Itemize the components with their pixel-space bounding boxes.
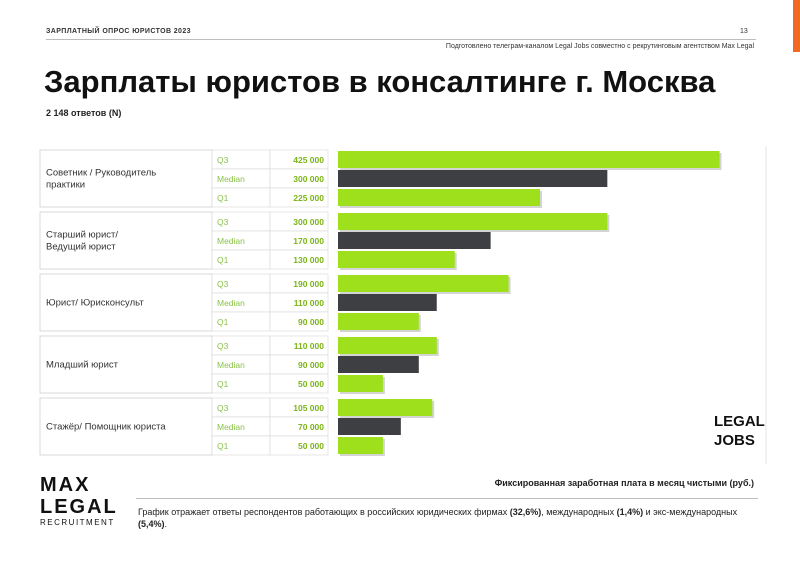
- stat-label: Q3: [217, 403, 229, 413]
- footnote: График отражает ответы респондентов рабо…: [138, 506, 758, 530]
- footnote-pct-russian: (32,6%): [509, 507, 542, 517]
- value-label: 425 000: [293, 155, 324, 165]
- bar-median: [338, 356, 419, 373]
- x-axis-caption: Фиксированная заработная плата в месяц ч…: [494, 478, 754, 488]
- value-label: 110 000: [294, 298, 325, 308]
- group-label-text: Старший юрист/: [46, 230, 118, 241]
- stat-label: Q3: [217, 341, 229, 351]
- bar-q1: [338, 313, 419, 330]
- responses-count: 2 148 ответов (N): [46, 108, 122, 118]
- page-number: 13: [740, 28, 748, 35]
- survey-label: ЗАРПЛАТНЫЙ ОПРОС ЮРИСТОВ 2023: [46, 28, 191, 35]
- footnote-text-a: График отражает ответы респондентов рабо…: [138, 507, 510, 517]
- stat-label: Q1: [217, 255, 229, 265]
- value-label: 300 000: [293, 174, 324, 184]
- legal-jobs-logo-line2: JOBS: [714, 432, 755, 449]
- group-label-box: [39, 397, 213, 456]
- footnote-pct-international: (1,4%): [616, 507, 644, 517]
- value-label: 90 000: [298, 317, 324, 327]
- max-legal-logo-max: MAX: [40, 474, 91, 496]
- group-label-box: [39, 211, 213, 270]
- bar-q3: [338, 275, 509, 292]
- max-legal-logo-legal: LEGAL: [40, 496, 118, 518]
- value-cell: [269, 435, 329, 456]
- group-label-box: [39, 273, 213, 332]
- bar-q1: [338, 375, 383, 392]
- stat-label: Q3: [217, 217, 229, 227]
- stat-label: Median: [217, 422, 245, 432]
- group-label-text: Стажёр/ Помощник юриста: [46, 422, 166, 433]
- stat-label: Q1: [217, 317, 229, 327]
- legal-jobs-logo-line1: LEGAL: [714, 413, 765, 430]
- value-label: 50 000: [298, 379, 324, 389]
- footnote-text-d: .: [164, 519, 168, 529]
- top-divider: [46, 39, 756, 40]
- stat-label: Q1: [217, 193, 229, 203]
- bar-q1: [338, 251, 455, 268]
- group-label-text: Младший юрист: [46, 360, 119, 371]
- stat-label: Q3: [217, 279, 229, 289]
- value-label: 170 000: [293, 236, 324, 246]
- stat-label: Median: [217, 360, 245, 370]
- bar-median: [338, 170, 608, 187]
- bar-q1: [338, 189, 540, 206]
- page-title: Зарплаты юристов в консалтинге г. Москва: [44, 64, 716, 99]
- group-label-text: практики: [46, 180, 85, 191]
- footnote-pct-ex-international: (5,4%): [138, 519, 165, 529]
- bar-q3: [338, 337, 437, 354]
- value-label: 190 000: [293, 279, 324, 289]
- value-label: 225 000: [293, 193, 324, 203]
- group-label-box: [39, 149, 213, 208]
- group-label-text: Советник / Руководитель: [46, 168, 156, 179]
- value-cell: [269, 187, 329, 208]
- value-label: 300 000: [293, 217, 324, 227]
- value-label: 130 000: [293, 255, 324, 265]
- bar-q1: [338, 437, 383, 454]
- group-label-box: [39, 335, 213, 394]
- group-label-text: Юрист/ Юрисконсульт: [46, 298, 144, 309]
- value-cell: [269, 373, 329, 394]
- bar-q3: [338, 213, 608, 230]
- footnote-text-b: , международных: [541, 507, 617, 517]
- group-label-text: Ведущий юрист: [46, 242, 116, 253]
- stat-label: Q3: [217, 155, 229, 165]
- max-legal-logo-recruitment: RECRUITMENT: [40, 518, 115, 527]
- footnote-text-c: и экс-международных: [643, 507, 738, 517]
- legal-jobs-logo: LEGAL JOBS: [714, 412, 765, 450]
- bar-q3: [338, 399, 433, 416]
- stat-label: Median: [217, 298, 245, 308]
- value-label: 90 000: [298, 360, 324, 370]
- stat-label: Q1: [217, 441, 229, 451]
- bar-median: [338, 418, 401, 435]
- stat-label: Q1: [217, 379, 229, 389]
- value-label: 70 000: [298, 422, 324, 432]
- bottom-divider: [136, 498, 758, 499]
- value-cell: [269, 249, 329, 270]
- stat-label: Median: [217, 236, 245, 246]
- bar-median: [338, 232, 491, 249]
- value-cell: [269, 311, 329, 332]
- value-label: 110 000: [294, 341, 325, 351]
- stat-label: Median: [217, 174, 245, 184]
- bar-median: [338, 294, 437, 311]
- value-label: 105 000: [293, 403, 324, 413]
- corner-accent-tab: [793, 0, 800, 52]
- prepared-by-note: Подготовлено телеграм-каналом Legal Jobs…: [445, 43, 754, 50]
- bar-q3: [338, 151, 720, 168]
- value-label: 50 000: [298, 441, 324, 451]
